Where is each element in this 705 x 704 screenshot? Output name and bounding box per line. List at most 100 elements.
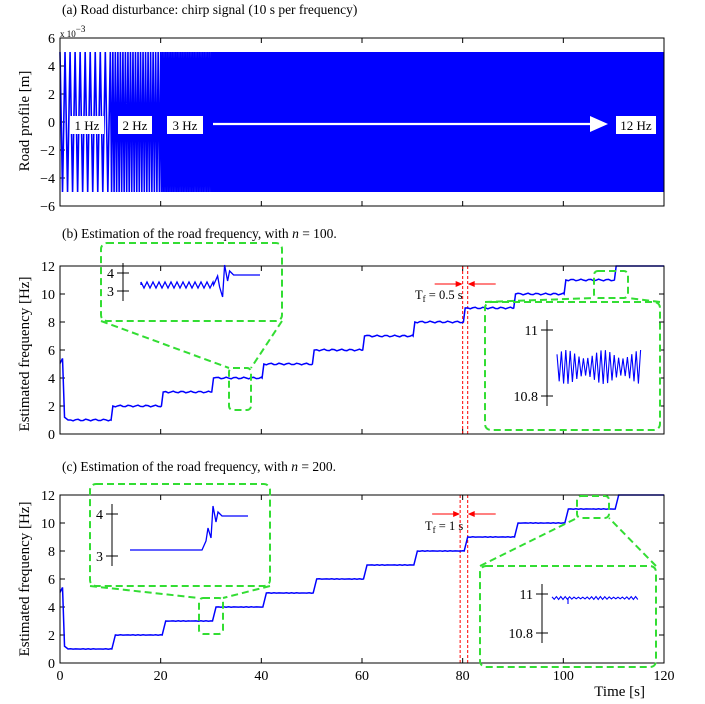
inset-left-trace xyxy=(140,264,260,298)
panel-b-tf-symbol: T xyxy=(415,288,423,302)
y-tick-label: 4 xyxy=(48,372,55,387)
panel-a: (a) Road disturbance: chirp signal (10 s… xyxy=(17,2,665,215)
panel-c-estimate-line xyxy=(59,494,664,651)
zoom-connector xyxy=(484,297,595,303)
label-1hz: 1 Hz xyxy=(75,118,100,133)
chirp-waveform xyxy=(59,51,212,193)
label-box-2hz xyxy=(118,116,152,134)
panel-b-tf-value: = 0.5 s xyxy=(426,288,463,302)
panel-c-title-var: n xyxy=(291,459,298,474)
panel-c-tf-sub: f xyxy=(433,525,436,535)
zoom-source-right xyxy=(576,495,610,519)
y-tick-label: 12 xyxy=(41,260,55,275)
panel-c-ylabel: Estimated frequency [Hz] xyxy=(17,502,33,657)
panel-c-zoom-insets: 4 3 11 10.8 xyxy=(89,483,657,668)
inset-tick-label: 4 xyxy=(107,267,114,282)
panel-b-y-ticks: 0 2 4 6 8 10 12 xyxy=(41,260,665,443)
x-tick-label: 100 xyxy=(553,669,574,684)
inset-right-trace xyxy=(556,349,642,385)
zoom-inset-right-frame xyxy=(484,301,661,431)
panel-b-tf-label: Tf = 0.5 s xyxy=(415,288,463,304)
zoom-source-left xyxy=(198,597,224,635)
inset-left-trace xyxy=(130,505,248,551)
panel-a-chirp-signal xyxy=(59,51,664,193)
label-box-1hz xyxy=(70,116,104,134)
inset-tick-label: 10.8 xyxy=(509,627,534,642)
y-tick-label: 8 xyxy=(48,316,55,331)
label-2hz: 2 Hz xyxy=(123,118,148,133)
inset-tick-label: 11 xyxy=(520,588,533,603)
panel-c-axes-frame xyxy=(59,494,665,664)
tf-arrowhead-left xyxy=(455,281,463,287)
inset-tick-label: 11 xyxy=(525,324,538,339)
y-tick-label: 10 xyxy=(41,517,55,532)
label-12hz: 12 Hz xyxy=(620,118,652,133)
panel-b-ylabel: Estimated frequency [Hz] xyxy=(17,277,33,432)
zoom-source-right xyxy=(593,270,629,299)
panel-a-exponent-base: x 10 xyxy=(60,29,76,39)
zoom-source-left xyxy=(228,367,252,411)
panel-c-title-text: (c) Estimation of the road frequency, wi… xyxy=(62,459,291,474)
inset-tick-label: 4 xyxy=(96,508,103,523)
panel-a-exponent: x 10−3 xyxy=(60,24,86,39)
x-tick-label: 80 xyxy=(456,669,470,684)
panel-c: (c) Estimation of the road frequency, wi… xyxy=(17,459,675,700)
zoom-connector xyxy=(222,585,271,599)
zoom-connector xyxy=(479,517,578,567)
zoom-connector xyxy=(627,297,661,303)
panel-c-title: (c) Estimation of the road frequency, wi… xyxy=(62,459,336,474)
y-tick-label: 4 xyxy=(48,60,55,75)
y-tick-label: 8 xyxy=(48,545,55,560)
panel-c-title-tail: = 200. xyxy=(298,459,336,474)
y-tick-label: 2 xyxy=(48,88,55,103)
zoom-connector xyxy=(89,585,200,599)
x-tick-label: 40 xyxy=(254,669,268,684)
panel-b-tf-marker: Tf = 0.5 s xyxy=(415,266,496,434)
panel-c-tf-marker: Tf = 1 s xyxy=(425,495,496,663)
panel-a-exponent-power: −3 xyxy=(76,24,86,34)
y-tick-label: 6 xyxy=(48,32,55,47)
zoom-connector xyxy=(608,517,657,567)
inset-tick-label: 3 xyxy=(96,550,103,565)
x-tick-label: 120 xyxy=(654,669,675,684)
y-tick-label: −4 xyxy=(40,172,55,187)
y-tick-label: 10 xyxy=(41,288,55,303)
panel-b-axes-frame xyxy=(59,265,665,435)
panel-a-title: (a) Road disturbance: chirp signal (10 s… xyxy=(62,2,357,17)
panel-b-estimate-line xyxy=(59,265,664,422)
zoom-connector xyxy=(250,320,283,369)
inset-tick-label: 3 xyxy=(107,285,114,300)
zoom-connector xyxy=(100,320,230,369)
y-tick-label: 6 xyxy=(48,344,55,359)
panel-b: (b) Estimation of the road frequency, wi… xyxy=(17,226,665,443)
zoom-inset-left-frame xyxy=(100,242,283,322)
panel-a-axes-frame xyxy=(59,37,665,207)
y-tick-label: −6 xyxy=(40,200,55,215)
tf-arrowhead-right xyxy=(467,511,475,517)
inset-right-trace xyxy=(551,595,639,604)
y-tick-label: −2 xyxy=(40,144,55,159)
zoom-inset-right-frame xyxy=(479,565,657,668)
tf-arrowhead-left xyxy=(453,511,461,517)
x-tick-label: 60 xyxy=(355,669,369,684)
y-tick-label: 2 xyxy=(48,629,55,644)
chirp-dense-region xyxy=(211,52,664,192)
panel-c-tf-label: Tf = 1 s xyxy=(425,519,463,535)
zoom-inset-left-frame xyxy=(89,483,271,587)
panel-b-tf-sub: f xyxy=(423,294,426,304)
label-box-3hz xyxy=(167,116,203,134)
label-3hz: 3 Hz xyxy=(173,118,198,133)
x-tick-label: 0 xyxy=(57,669,64,684)
y-tick-label: 0 xyxy=(48,116,55,131)
y-tick-label: 0 xyxy=(48,657,55,672)
tf-arrowhead-right xyxy=(467,281,475,287)
inset-tick-label: 10.8 xyxy=(514,390,539,405)
panel-b-title-var: n xyxy=(292,226,299,241)
frequency-arrow-head xyxy=(590,116,608,132)
y-tick-label: 4 xyxy=(48,601,55,616)
panel-b-zoom-insets: 4 3 11 10.8 xyxy=(100,242,661,431)
panel-b-title: (b) Estimation of the road frequency, wi… xyxy=(62,226,337,241)
y-tick-label: 0 xyxy=(48,428,55,443)
